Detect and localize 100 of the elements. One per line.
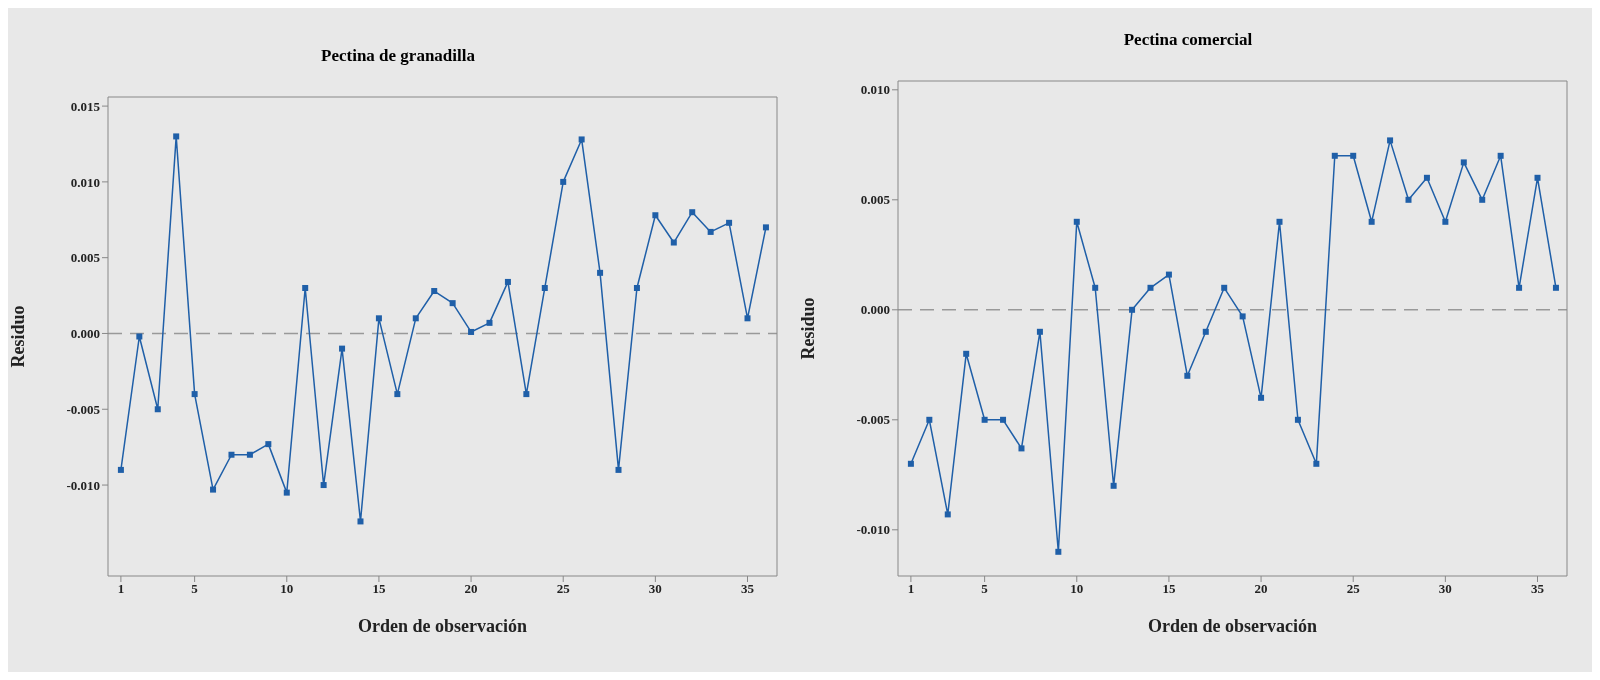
point bbox=[504, 278, 511, 285]
point bbox=[1442, 218, 1449, 225]
point bbox=[1276, 218, 1283, 225]
point bbox=[523, 391, 530, 398]
point bbox=[210, 486, 217, 493]
point bbox=[615, 466, 622, 473]
x-tick-label: 30 bbox=[1438, 581, 1452, 597]
point bbox=[578, 136, 585, 143]
point bbox=[944, 511, 951, 518]
y-tick-label: -0.005 bbox=[66, 401, 101, 417]
point bbox=[1460, 159, 1467, 166]
point bbox=[1073, 218, 1080, 225]
point bbox=[1331, 152, 1338, 159]
point bbox=[136, 333, 143, 340]
point bbox=[597, 269, 604, 276]
y-tick-label: -0.010 bbox=[66, 477, 100, 493]
point bbox=[1036, 328, 1043, 335]
point bbox=[1368, 218, 1375, 225]
point bbox=[1294, 416, 1301, 423]
point bbox=[541, 284, 548, 291]
point bbox=[1000, 416, 1007, 423]
y-tick-label: 0.005 bbox=[860, 192, 891, 208]
point bbox=[431, 288, 438, 295]
point bbox=[173, 133, 180, 140]
point bbox=[228, 451, 235, 458]
point bbox=[1405, 196, 1412, 203]
point bbox=[468, 328, 475, 335]
point bbox=[357, 518, 364, 525]
y-tick-label: 0.000 bbox=[860, 302, 890, 318]
point bbox=[1018, 445, 1025, 452]
y-tick-label: -0.010 bbox=[856, 522, 890, 538]
point bbox=[412, 315, 419, 322]
y-tick-label: -0.005 bbox=[856, 412, 891, 428]
y-tick-label: 0.000 bbox=[70, 326, 100, 342]
point bbox=[1479, 196, 1486, 203]
point bbox=[486, 319, 493, 326]
point bbox=[320, 482, 327, 489]
x-tick-label: 1 bbox=[907, 581, 915, 597]
point bbox=[963, 350, 970, 357]
x-tick-label: 10 bbox=[1070, 581, 1084, 597]
point bbox=[375, 315, 382, 322]
point bbox=[981, 416, 988, 423]
point bbox=[1221, 284, 1228, 291]
x-axis-title: Orden de observación bbox=[358, 616, 527, 636]
x-tick-label: 10 bbox=[280, 581, 294, 597]
point bbox=[670, 239, 677, 246]
x-tick-label: 5 bbox=[191, 581, 199, 597]
y-tick-label: 0.015 bbox=[70, 98, 101, 114]
point bbox=[1055, 548, 1062, 555]
point bbox=[1147, 284, 1154, 291]
point bbox=[154, 406, 161, 413]
point bbox=[726, 219, 733, 226]
chart-title: Pectina de granadilla bbox=[320, 45, 476, 67]
point bbox=[1497, 152, 1504, 159]
point bbox=[926, 416, 933, 423]
point bbox=[689, 209, 696, 216]
point bbox=[1552, 284, 1559, 291]
y-tick-label: 0.005 bbox=[70, 250, 101, 266]
point bbox=[1129, 306, 1136, 313]
point bbox=[652, 212, 659, 219]
point bbox=[339, 345, 346, 352]
point bbox=[1387, 137, 1394, 144]
chart-title: Pectina comercial bbox=[1122, 29, 1254, 51]
y-tick-label: 0.010 bbox=[70, 174, 100, 190]
point bbox=[1313, 460, 1320, 467]
y-axis-title: Residuo bbox=[798, 297, 819, 360]
point bbox=[560, 178, 567, 185]
y-axis-title: Residuo bbox=[8, 305, 29, 368]
point bbox=[1258, 394, 1265, 401]
point bbox=[1184, 372, 1191, 379]
point bbox=[191, 391, 198, 398]
x-tick-label: 30 bbox=[648, 581, 662, 597]
point bbox=[633, 284, 640, 291]
point bbox=[394, 391, 401, 398]
point bbox=[1110, 482, 1117, 489]
point bbox=[302, 284, 309, 291]
point bbox=[283, 489, 290, 496]
x-axis-title: Orden de observación bbox=[1148, 616, 1317, 636]
y-tick-label: 0.010 bbox=[860, 82, 890, 98]
point bbox=[1239, 313, 1246, 320]
point bbox=[1423, 174, 1430, 181]
point bbox=[1534, 174, 1541, 181]
point bbox=[449, 300, 456, 307]
point bbox=[1165, 271, 1172, 278]
x-tick-label: 25 bbox=[556, 581, 571, 597]
x-tick-label: 35 bbox=[1531, 581, 1545, 597]
x-tick-label: 15 bbox=[1162, 581, 1176, 597]
point bbox=[246, 451, 253, 458]
point bbox=[265, 441, 272, 448]
point bbox=[1202, 328, 1209, 335]
x-tick-label: 5 bbox=[981, 581, 989, 597]
x-tick-label: 20 bbox=[464, 581, 478, 597]
x-tick-label: 15 bbox=[372, 581, 386, 597]
point bbox=[907, 460, 914, 467]
x-tick-label: 1 bbox=[117, 581, 125, 597]
point bbox=[744, 315, 751, 322]
x-tick-label: 20 bbox=[1254, 581, 1268, 597]
point bbox=[1516, 284, 1523, 291]
x-tick-label: 35 bbox=[741, 581, 755, 597]
point bbox=[117, 466, 124, 473]
